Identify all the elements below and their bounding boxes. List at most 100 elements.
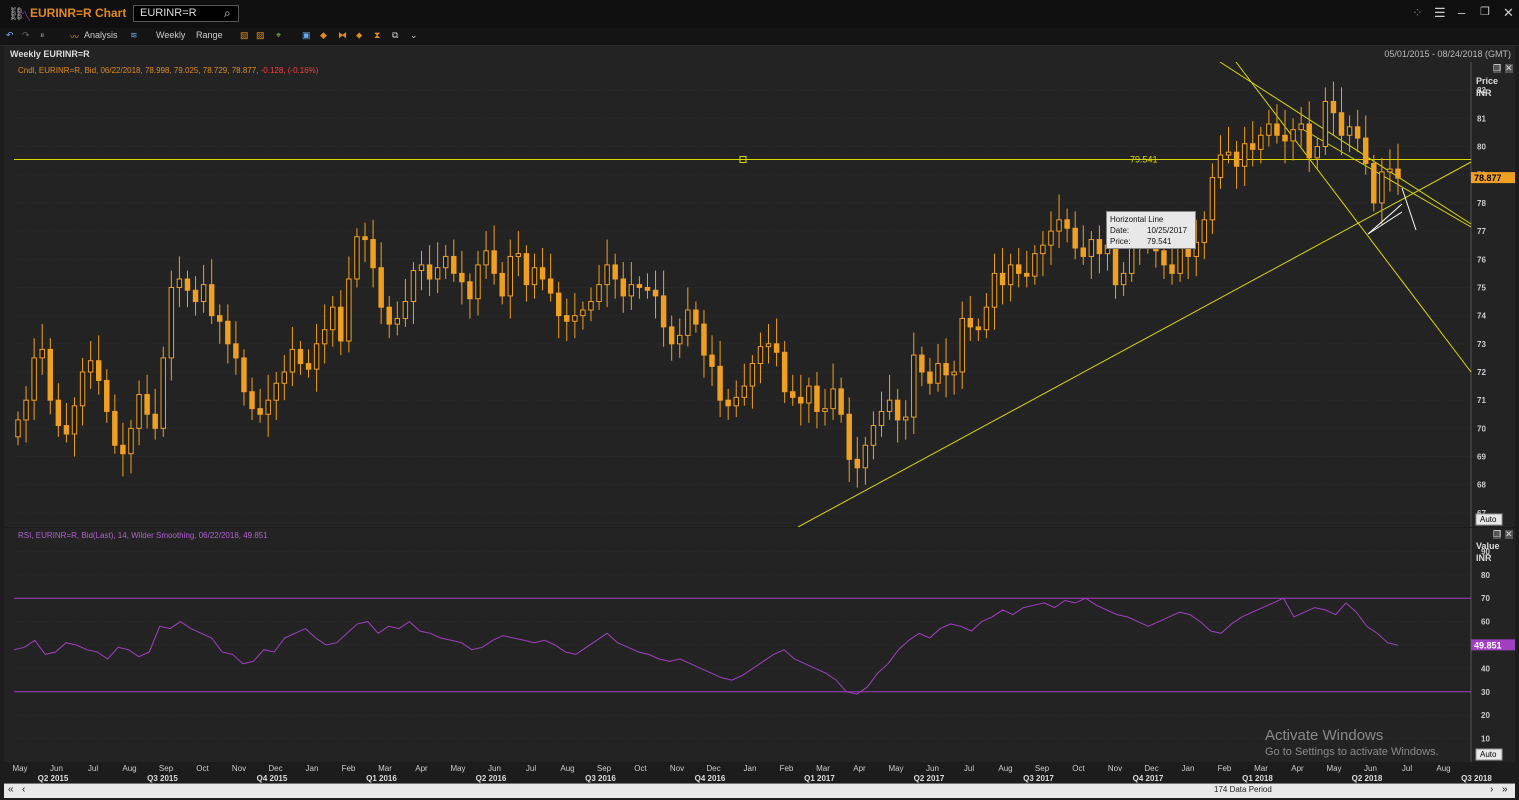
candle[interactable] bbox=[1048, 211, 1054, 265]
candle[interactable] bbox=[959, 301, 965, 389]
candle[interactable] bbox=[208, 259, 215, 325]
candle[interactable] bbox=[523, 245, 530, 302]
candle[interactable] bbox=[281, 355, 288, 401]
range-menu[interactable]: Range bbox=[196, 30, 223, 40]
candle[interactable] bbox=[1120, 262, 1127, 296]
candle[interactable] bbox=[741, 363, 748, 406]
candle[interactable] bbox=[644, 273, 651, 299]
candle[interactable] bbox=[975, 318, 982, 341]
candle[interactable] bbox=[701, 310, 707, 378]
candle[interactable] bbox=[612, 253, 618, 299]
candle[interactable] bbox=[217, 304, 223, 344]
candle[interactable] bbox=[515, 231, 522, 277]
candle[interactable] bbox=[1395, 143, 1401, 196]
redo-icon[interactable]: ↷ bbox=[22, 30, 30, 40]
trendline-falling[interactable] bbox=[1219, 62, 1472, 225]
candle[interactable] bbox=[943, 338, 949, 398]
candle[interactable] bbox=[1371, 155, 1377, 212]
candle[interactable] bbox=[677, 318, 683, 358]
reset-icon[interactable]: ⧗ bbox=[374, 30, 381, 40]
candle[interactable] bbox=[362, 222, 368, 263]
ric-input[interactable]: EURINR=R bbox=[133, 5, 239, 22]
candle[interactable] bbox=[555, 281, 562, 339]
menu-icon[interactable]: ☰ bbox=[1434, 5, 1446, 20]
analysis-menu[interactable]: Analysis bbox=[84, 30, 118, 40]
candle[interactable] bbox=[1217, 135, 1224, 189]
candle[interactable] bbox=[443, 245, 449, 279]
candle[interactable] bbox=[257, 388, 263, 423]
candle[interactable] bbox=[725, 388, 731, 420]
candle[interactable] bbox=[1080, 225, 1086, 265]
candle[interactable] bbox=[31, 338, 37, 420]
candle[interactable] bbox=[128, 419, 134, 474]
candle[interactable] bbox=[47, 338, 54, 415]
rsi-auto-label[interactable]: Auto bbox=[1480, 750, 1497, 759]
trendline-upper-channel[interactable] bbox=[1303, 129, 1472, 228]
candle[interactable] bbox=[184, 270, 191, 308]
candle[interactable] bbox=[1346, 115, 1353, 153]
candle[interactable] bbox=[1274, 104, 1280, 144]
candle[interactable] bbox=[168, 270, 175, 381]
price-panel[interactable]: 79.541 67686970717273747576777879808182 … bbox=[4, 62, 1515, 527]
candle[interactable] bbox=[854, 436, 861, 488]
candle[interactable] bbox=[660, 270, 667, 347]
scroll-prev-icon[interactable]: ‹ bbox=[22, 784, 26, 795]
candle[interactable] bbox=[55, 383, 62, 437]
studies-icon[interactable]: ≋ bbox=[130, 30, 138, 40]
candle[interactable] bbox=[757, 332, 764, 384]
rsi-chart[interactable]: 102030405060708090 Value INR 49.851 Auto bbox=[4, 528, 1515, 762]
trendline-steep-falling[interactable] bbox=[1235, 62, 1472, 373]
candle[interactable] bbox=[1266, 109, 1272, 147]
candle[interactable] bbox=[903, 400, 909, 440]
candle[interactable] bbox=[370, 219, 376, 288]
wedge-line-upper[interactable] bbox=[1367, 203, 1403, 235]
price-auto-button[interactable] bbox=[1475, 513, 1503, 526]
candle[interactable] bbox=[765, 324, 772, 364]
candle[interactable] bbox=[580, 301, 586, 330]
candle[interactable] bbox=[894, 388, 901, 443]
candle[interactable] bbox=[87, 341, 94, 389]
candle[interactable] bbox=[838, 377, 844, 423]
candle[interactable] bbox=[1233, 140, 1240, 189]
candle[interactable] bbox=[596, 264, 602, 310]
candle[interactable] bbox=[394, 301, 401, 336]
candle[interactable] bbox=[1193, 219, 1199, 277]
candle[interactable] bbox=[846, 397, 852, 482]
rsi-panel-close-icon[interactable]: ✕ bbox=[1505, 529, 1513, 539]
interval-menu[interactable]: Weekly bbox=[156, 30, 186, 40]
rsi-panel-restore-icon[interactable]: ❐ bbox=[1493, 529, 1502, 539]
candle[interactable] bbox=[144, 374, 150, 429]
candle[interactable] bbox=[265, 374, 271, 437]
export-icon[interactable]: ⧉ bbox=[392, 30, 399, 40]
candle[interactable] bbox=[717, 341, 723, 418]
candle[interactable] bbox=[402, 279, 409, 327]
window-icon[interactable]: ▣ bbox=[302, 30, 311, 40]
candle[interactable] bbox=[289, 326, 296, 387]
horizontal-line-anchor[interactable] bbox=[739, 155, 747, 163]
price-chart[interactable]: 79.541 67686970717273747576777879808182 … bbox=[4, 62, 1515, 527]
candle[interactable] bbox=[1064, 208, 1070, 243]
candle[interactable] bbox=[547, 253, 554, 302]
undo-icon[interactable]: ↶ bbox=[6, 30, 14, 40]
candle[interactable] bbox=[160, 346, 166, 437]
candle[interactable] bbox=[192, 276, 199, 316]
candle[interactable] bbox=[564, 298, 570, 341]
candle[interactable] bbox=[346, 256, 352, 353]
candle[interactable] bbox=[1322, 87, 1329, 155]
candle[interactable] bbox=[434, 242, 441, 294]
candle[interactable] bbox=[1250, 121, 1256, 167]
candle[interactable] bbox=[1007, 253, 1014, 302]
candle[interactable] bbox=[1306, 101, 1312, 172]
candle[interactable] bbox=[338, 290, 344, 356]
candle[interactable] bbox=[685, 287, 691, 347]
scroll-first-icon[interactable]: « bbox=[8, 784, 14, 795]
candle[interactable] bbox=[693, 301, 699, 333]
candle[interactable] bbox=[781, 341, 788, 403]
candle[interactable] bbox=[1040, 231, 1046, 277]
candle[interactable] bbox=[798, 374, 804, 426]
candle[interactable] bbox=[935, 343, 941, 392]
candle[interactable] bbox=[305, 349, 312, 378]
link-icon[interactable]: ⛓ bbox=[8, 6, 25, 21]
candle[interactable] bbox=[273, 372, 279, 420]
scroll-left-icon[interactable]: ◆ bbox=[320, 30, 327, 40]
